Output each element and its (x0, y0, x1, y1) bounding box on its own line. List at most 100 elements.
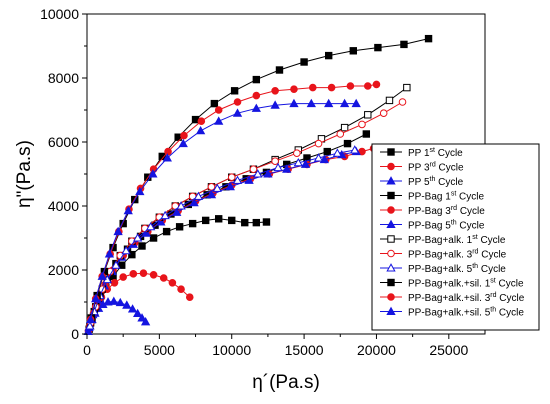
data-point (314, 139, 323, 148)
data-point (228, 216, 236, 225)
legend-item: PP 1st Cycle (380, 147, 463, 159)
x-tick-label: 20000 (357, 342, 396, 358)
data-point (363, 82, 372, 90)
legend-marker (386, 263, 396, 272)
data-point (123, 205, 133, 215)
series-line (90, 103, 357, 320)
legend-marker (387, 206, 395, 214)
data-point (300, 58, 308, 66)
data-point (180, 131, 188, 140)
data-point (178, 138, 188, 148)
x-tick-label: 15000 (285, 342, 324, 358)
data-point (364, 111, 372, 119)
legend-label: PP 5th Cycle (408, 176, 464, 188)
x-tick-label: 5000 (144, 342, 175, 358)
data-point (349, 47, 357, 55)
data-point (252, 91, 261, 100)
data-point (212, 183, 222, 192)
data-point (251, 103, 261, 112)
legend-item: PP-Bag+alk. 5th Cycle (380, 263, 506, 275)
data-point (252, 75, 261, 84)
data-point (138, 242, 146, 250)
data-point (214, 116, 224, 125)
legend-label: PP-Bag+alk.+sil. 1st Cycle (408, 278, 524, 290)
legend-label: PP-Bag+alk. 3rd Cycle (408, 249, 507, 261)
data-point (262, 218, 271, 226)
data-point (293, 157, 303, 167)
legend-marker (387, 249, 395, 258)
data-point (207, 183, 216, 191)
legend-label: PP-Bag 1st Cycle (408, 191, 484, 203)
data-point (241, 218, 249, 227)
data-point (343, 139, 352, 148)
data-point (159, 274, 168, 282)
data-point (110, 279, 119, 287)
data-point (111, 260, 121, 269)
data-point (85, 314, 96, 324)
legend-label: PP-Bag+alk. 1st Cycle (408, 234, 506, 246)
legend-item: PP-Bag+alk.+sil. 3rd Cycle (380, 292, 525, 304)
series-line (90, 38, 429, 319)
x-axis-title: η´(Pa.s) (252, 372, 320, 393)
data-point (244, 175, 254, 184)
legend-item: PP-Bag 1st Cycle (380, 191, 484, 203)
data-point (351, 98, 361, 108)
data-point (162, 227, 171, 236)
data-point (332, 148, 343, 157)
data-point (403, 83, 411, 92)
data-point (140, 317, 151, 326)
data-point (185, 293, 194, 302)
data-point (91, 293, 101, 303)
legend-box (371, 143, 540, 331)
legend: PP 1st Cycle PP 3rd Cycle PP 5th Cycle PP-B… (371, 143, 540, 331)
legend-label: PP-Bag+alk. 5th Cycle (408, 263, 506, 275)
data-point (168, 279, 177, 287)
legend-marker (386, 306, 396, 315)
data-point (197, 117, 206, 125)
data-point (282, 164, 292, 173)
data-point (358, 120, 366, 129)
data-point (119, 273, 127, 281)
data-point (232, 175, 243, 184)
data-point (249, 165, 258, 173)
data-point (275, 66, 284, 74)
data-point (133, 308, 143, 318)
data-point (252, 218, 261, 227)
legend-item: PP-Bag+alk. 3rd Cycle (380, 249, 507, 261)
data-point (115, 297, 125, 307)
axis-layer: 0 5000 10000 15000 20000 25000 0 2000 4000 6000 80… (40, 6, 468, 358)
legend-item: PP-Bag+alk.+sil. 1st Cycle (380, 278, 524, 290)
data-point (113, 226, 123, 236)
data-point (253, 169, 263, 178)
data-point (215, 215, 223, 223)
data-point (193, 191, 204, 200)
legend-marker (387, 148, 395, 156)
data-point (372, 80, 381, 89)
y-tick-label: 8000 (48, 70, 79, 86)
data-point (162, 153, 172, 162)
data-point (210, 99, 219, 108)
data-point (270, 100, 280, 109)
legend-item: PP-Bag 3rd Cycle (380, 205, 485, 217)
legend-marker (387, 293, 395, 301)
series-12 (85, 98, 361, 324)
legend-marker (386, 176, 396, 185)
data-point (374, 43, 382, 52)
data-point (176, 201, 186, 210)
series-layer (83, 34, 433, 335)
y-tick-label: 4000 (48, 198, 79, 214)
y-tick-label: 2000 (48, 262, 79, 278)
data-point (149, 234, 158, 242)
data-point (327, 83, 336, 92)
data-point (137, 313, 147, 322)
data-point (398, 98, 407, 106)
data-point (188, 219, 197, 228)
legend-item: PP-Bag+alk. 1st Cycle (380, 234, 506, 246)
data-point (424, 34, 433, 43)
data-point (156, 217, 166, 226)
legend-marker (386, 219, 396, 228)
data-point (129, 270, 138, 278)
x-tick-label: 10000 (212, 342, 251, 358)
data-point (104, 249, 115, 258)
